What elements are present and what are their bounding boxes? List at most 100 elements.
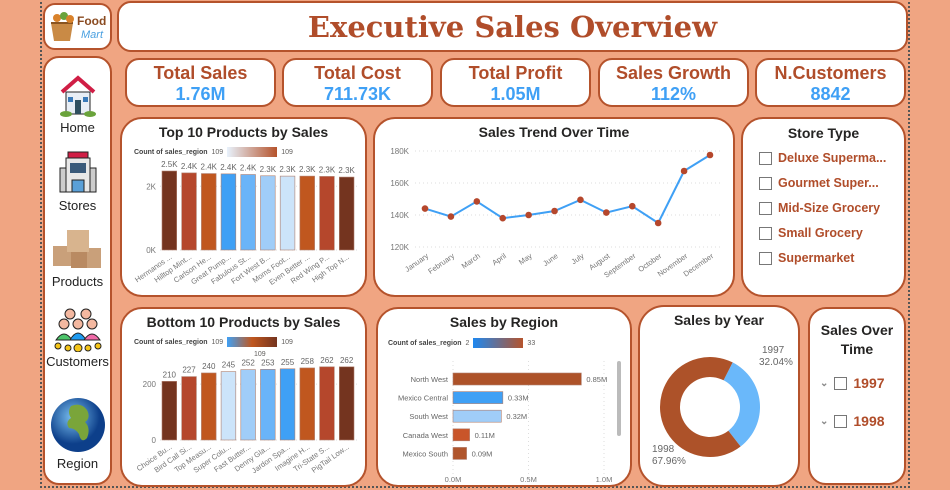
bar[interactable] [339, 366, 355, 441]
data-label: 253 [261, 358, 275, 367]
bar[interactable] [452, 447, 467, 460]
sales-over-time-slicer: Sales Over Time ⌄ 1997 ⌄ 1998 [808, 307, 906, 485]
bar[interactable] [240, 174, 256, 251]
donut-slice[interactable] [723, 362, 760, 447]
data-point[interactable] [551, 207, 558, 215]
bar[interactable] [161, 381, 177, 441]
bar[interactable] [319, 366, 335, 441]
bar[interactable] [161, 170, 177, 251]
checkbox[interactable] [834, 376, 848, 390]
bar[interactable] [181, 172, 197, 251]
data-point[interactable] [680, 167, 688, 175]
x-tick-label: June [541, 251, 559, 268]
slicer-title: Store Type [787, 125, 860, 141]
data-point[interactable] [499, 214, 507, 222]
data-point[interactable] [628, 202, 636, 210]
house-icon [45, 72, 110, 120]
donut-slice[interactable] [660, 357, 741, 457]
data-label: 2.3K [260, 165, 277, 174]
bar[interactable] [260, 369, 276, 441]
bar[interactable] [181, 376, 197, 441]
data-label: 2.3K [299, 165, 316, 174]
bar[interactable] [220, 371, 237, 441]
legend-min: 109 [211, 148, 224, 156]
y-tick-label: South West [409, 412, 449, 421]
data-point[interactable] [447, 213, 455, 220]
x-tick-label: 0.5M [520, 475, 537, 484]
checkbox[interactable] [834, 414, 848, 428]
slicer-item[interactable]: ⌄ 1997 [820, 375, 904, 391]
data-point[interactable] [706, 151, 714, 159]
scrollbar[interactable] [617, 361, 621, 436]
bar[interactable] [279, 175, 296, 251]
checkbox[interactable] [759, 201, 772, 215]
slicer-item-label: 1997 [853, 375, 885, 391]
chart-legend: Count of sales_region 2 33 [388, 338, 535, 348]
x-tick-label: 1.0M [596, 475, 613, 484]
nav-stores[interactable]: Stores [45, 150, 110, 213]
data-label: 2.3K [338, 166, 355, 175]
x-tick-label: July [570, 251, 586, 266]
slicer-item[interactable]: Deluxe Superma... [759, 151, 904, 165]
bar[interactable] [452, 391, 504, 404]
data-label: 2.5K [161, 160, 178, 169]
slicer-item[interactable]: Mid-Size Grocery [759, 201, 904, 215]
kpi-value: 8842 [810, 84, 851, 104]
slicer-item[interactable]: ⌄ 1998 [820, 413, 904, 429]
checkbox[interactable] [759, 226, 772, 240]
bar[interactable] [260, 175, 276, 251]
bar[interactable] [201, 372, 217, 441]
bar[interactable] [220, 173, 237, 251]
data-point[interactable] [525, 211, 532, 219]
checkbox[interactable] [759, 176, 772, 190]
data-label: 2.3K [279, 165, 296, 174]
sales-by-year-chart: Sales by Year 1997 32.04% 1998 67.96% [638, 305, 800, 487]
slicer-item-label: Deluxe Superma... [778, 151, 887, 165]
chart-title: Top 10 Products by Sales [158, 124, 329, 140]
y-tick-label: 2K [146, 182, 156, 191]
boxes-icon [45, 226, 110, 274]
data-label: 2.3K [319, 165, 336, 174]
kpi-card: Sales Growth 112% [598, 58, 749, 107]
bar[interactable] [299, 175, 315, 251]
chevron-down-icon[interactable]: ⌄ [820, 415, 829, 427]
bar[interactable] [452, 409, 502, 423]
y-tick-label: North West [411, 375, 449, 384]
x-tick-label: January [403, 251, 430, 274]
data-label: 240 [202, 362, 216, 371]
data-label: 2.4K [201, 163, 218, 172]
nav-label: Stores [58, 198, 97, 213]
title-bar: Executive Sales Overview [117, 1, 908, 52]
kpi-label: Total Cost [314, 63, 401, 83]
checkbox[interactable] [759, 151, 772, 165]
y-tick-label: 200 [143, 380, 157, 389]
data-point[interactable] [654, 219, 662, 227]
slicer-item[interactable]: Gourmet Super... [759, 176, 904, 190]
nav-customers[interactable]: Customers [45, 306, 110, 369]
nav-products[interactable]: Products [45, 226, 110, 289]
checkbox[interactable] [759, 251, 772, 265]
slicer-item[interactable]: Supermarket [759, 251, 904, 265]
bar[interactable] [319, 176, 335, 251]
data-point[interactable] [577, 196, 584, 204]
data-label: 245 [222, 361, 236, 370]
bar[interactable] [279, 368, 296, 441]
data-point[interactable] [603, 209, 610, 216]
bar[interactable] [452, 428, 470, 442]
legend-gradient [227, 147, 278, 157]
slicer-item[interactable]: Small Grocery [759, 226, 904, 240]
data-point[interactable] [421, 205, 429, 212]
chart-title: Bottom 10 Products by Sales [146, 314, 341, 330]
chevron-down-icon[interactable]: ⌄ [820, 377, 829, 389]
bar[interactable] [240, 369, 256, 441]
nav-home[interactable]: Home [45, 72, 110, 135]
x-tick-label: February [426, 251, 456, 276]
slice-percent: 32.04% [759, 357, 793, 368]
bar[interactable] [299, 367, 315, 441]
bar[interactable] [339, 176, 355, 251]
data-point[interactable] [473, 198, 481, 205]
nav-region[interactable]: Region [45, 396, 110, 471]
x-tick-label: April [490, 251, 508, 267]
bar[interactable] [452, 372, 582, 386]
bar[interactable] [201, 173, 217, 251]
